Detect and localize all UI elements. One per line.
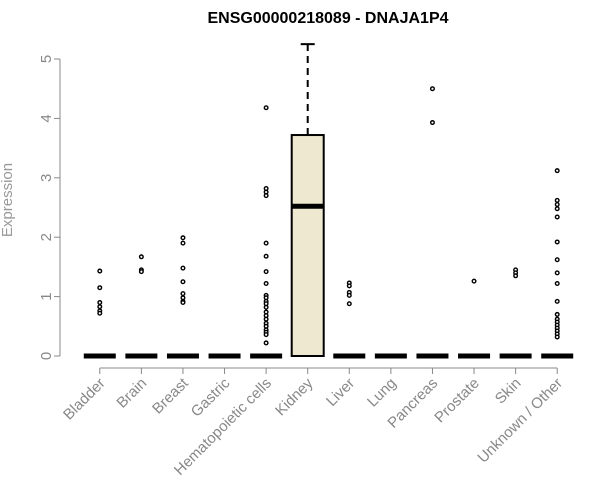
chart-title: ENSG00000218089 - DNAJA1P4 — [207, 10, 448, 27]
outlier-point — [263, 332, 269, 338]
outlier-point — [554, 168, 560, 174]
outlier-point — [97, 300, 103, 306]
box-brain — [125, 254, 158, 359]
outlier-point — [180, 235, 186, 241]
outlier-point — [180, 291, 186, 297]
outlier-point — [263, 316, 269, 322]
x-tick-label: Liver — [323, 375, 358, 410]
box-bladder — [83, 268, 116, 359]
outlier-point — [554, 206, 560, 212]
outlier-point — [554, 214, 560, 220]
y-axis-label: Expression — [0, 163, 16, 237]
outlier-point — [180, 300, 186, 306]
outlier-point — [138, 269, 144, 275]
box-skin — [499, 267, 532, 359]
outlier-point — [554, 270, 560, 276]
box-breast — [166, 235, 199, 359]
outlier-point — [429, 86, 435, 92]
outlier-point — [554, 334, 560, 340]
box-body — [290, 134, 325, 357]
outlier-point — [97, 285, 103, 291]
y-tick-label: 5 — [38, 55, 55, 63]
outlier-point — [554, 202, 560, 208]
outlier-point — [263, 340, 269, 346]
outlier-point — [263, 105, 269, 111]
y-tick-label: 3 — [38, 174, 55, 182]
outlier-point — [263, 281, 269, 287]
outlier-point — [97, 268, 103, 274]
outlier-point — [180, 240, 186, 246]
outlier-point — [513, 273, 519, 279]
box-pancreas — [416, 86, 449, 359]
outlier-point — [554, 197, 560, 203]
box-unknown-other — [541, 168, 574, 359]
x-tick-label: Bladder — [60, 375, 109, 424]
outlier-point — [554, 298, 560, 304]
outlier-point — [180, 265, 186, 271]
outlier-point — [471, 278, 477, 284]
y-tick-label: 1 — [38, 292, 55, 300]
x-tick-label: Skin — [492, 375, 525, 408]
box-kidney — [290, 43, 325, 357]
plot-area — [83, 43, 574, 359]
x-tick-label: Breast — [149, 374, 192, 417]
x-tick-label: Prostate — [431, 375, 483, 427]
outlier-point — [138, 254, 144, 260]
outlier-point — [263, 269, 269, 275]
outlier-point — [346, 301, 352, 307]
outlier-point — [263, 304, 269, 310]
outlier-point — [346, 283, 352, 289]
outlier-point — [346, 292, 352, 298]
x-tick-label: Lung — [364, 375, 400, 411]
x-tick-label: Kidney — [272, 374, 317, 419]
outlier-point — [554, 311, 560, 317]
y-axis: 0 1 2 3 4 5 — [38, 55, 61, 360]
outlier-point — [97, 310, 103, 316]
box-hematopoietic-cells — [250, 105, 283, 359]
y-tick-label: 0 — [38, 352, 55, 360]
outlier-point — [554, 239, 560, 245]
outlier-point — [180, 279, 186, 285]
box-prostate — [458, 278, 491, 359]
outlier-point — [263, 240, 269, 246]
y-tick-label: 2 — [38, 233, 55, 241]
outlier-point — [263, 253, 269, 259]
outlier-point — [97, 304, 103, 310]
box-liver — [333, 280, 366, 359]
y-tick-label: 4 — [38, 114, 55, 122]
x-tick-label: Brain — [113, 375, 150, 412]
outlier-point — [429, 120, 435, 126]
outlier-point — [554, 257, 560, 263]
outlier-point — [554, 281, 560, 287]
outlier-point — [263, 193, 269, 199]
